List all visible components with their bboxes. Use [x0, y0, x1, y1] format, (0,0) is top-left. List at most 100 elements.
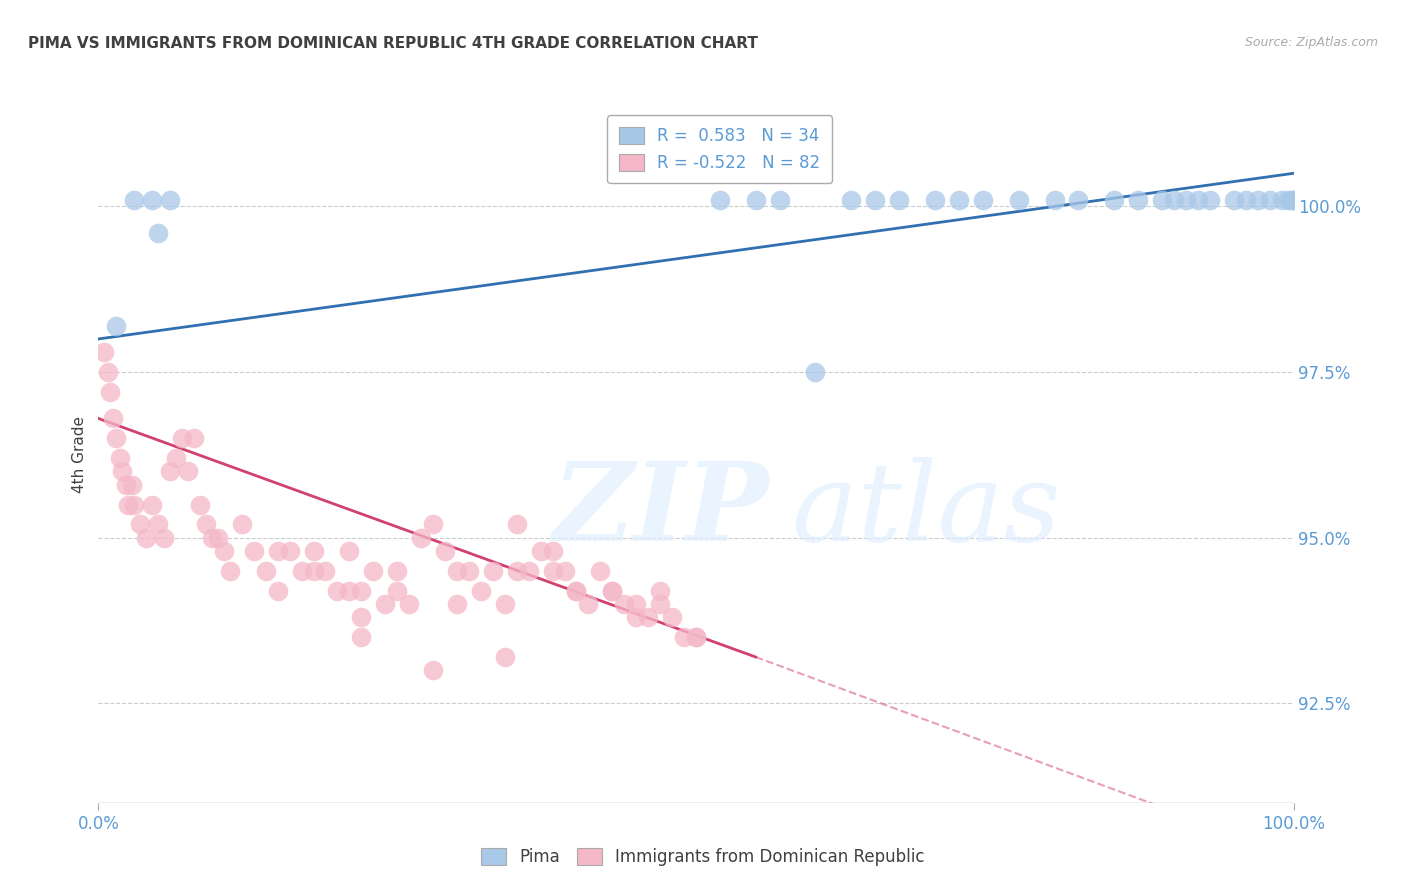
- Point: [685, 630, 707, 644]
- Point: [363, 564, 385, 578]
- Point: [374, 597, 396, 611]
- Point: [115, 477, 138, 491]
- Point: [339, 544, 361, 558]
- Point: [565, 583, 588, 598]
- Point: [517, 564, 540, 578]
- Point: [302, 544, 325, 558]
- Point: [924, 193, 946, 207]
- Legend: R =  0.583   N = 34, R = -0.522   N = 82: R = 0.583 N = 34, R = -0.522 N = 82: [607, 115, 832, 184]
- Point: [685, 630, 707, 644]
- Point: [188, 498, 211, 512]
- Point: [267, 583, 290, 598]
- Point: [172, 431, 194, 445]
- Point: [105, 431, 128, 445]
- Point: [578, 597, 600, 611]
- Point: [745, 193, 768, 207]
- Point: [422, 663, 444, 677]
- Point: [141, 193, 163, 207]
- Point: [93, 345, 115, 359]
- Point: [124, 498, 146, 512]
- Point: [613, 597, 636, 611]
- Point: [1128, 193, 1150, 207]
- Point: [650, 583, 672, 598]
- Point: [446, 597, 468, 611]
- Point: [124, 193, 146, 207]
- Point: [105, 318, 128, 333]
- Point: [972, 193, 994, 207]
- Point: [243, 544, 266, 558]
- Point: [1008, 193, 1031, 207]
- Point: [769, 193, 792, 207]
- Point: [148, 517, 170, 532]
- Point: [231, 517, 253, 532]
- Point: [565, 583, 588, 598]
- Point: [1282, 193, 1305, 207]
- Point: [541, 564, 564, 578]
- Point: [201, 531, 224, 545]
- Point: [602, 583, 624, 598]
- Point: [159, 193, 181, 207]
- Point: [602, 583, 624, 598]
- Point: [458, 564, 481, 578]
- Point: [1067, 193, 1090, 207]
- Point: [541, 544, 564, 558]
- Point: [841, 193, 863, 207]
- Y-axis label: 4th Grade: 4th Grade: [72, 417, 87, 493]
- Point: [385, 564, 409, 578]
- Point: [1223, 193, 1246, 207]
- Point: [1279, 193, 1302, 207]
- Point: [637, 610, 659, 624]
- Point: [673, 630, 696, 644]
- Point: [153, 531, 176, 545]
- Text: Source: ZipAtlas.com: Source: ZipAtlas.com: [1244, 36, 1378, 49]
- Point: [865, 193, 887, 207]
- Point: [195, 517, 218, 532]
- Point: [129, 517, 152, 532]
- Point: [212, 544, 235, 558]
- Point: [148, 226, 170, 240]
- Point: [350, 610, 373, 624]
- Point: [506, 564, 529, 578]
- Point: [1282, 193, 1305, 207]
- Point: [1187, 193, 1209, 207]
- Point: [165, 451, 187, 466]
- Point: [278, 544, 301, 558]
- Point: [219, 564, 242, 578]
- Point: [1175, 193, 1198, 207]
- Point: [315, 564, 337, 578]
- Point: [117, 498, 139, 512]
- Point: [267, 544, 290, 558]
- Text: PIMA VS IMMIGRANTS FROM DOMINICAN REPUBLIC 4TH GRADE CORRELATION CHART: PIMA VS IMMIGRANTS FROM DOMINICAN REPUBL…: [28, 36, 758, 51]
- Point: [398, 597, 420, 611]
- Legend: Pima, Immigrants from Dominican Republic: Pima, Immigrants from Dominican Republic: [472, 840, 934, 875]
- Point: [108, 451, 131, 466]
- Point: [709, 193, 731, 207]
- Point: [530, 544, 553, 558]
- Point: [1104, 193, 1126, 207]
- Point: [177, 465, 200, 479]
- Point: [889, 193, 911, 207]
- Point: [470, 583, 492, 598]
- Point: [141, 498, 163, 512]
- Point: [411, 531, 433, 545]
- Point: [650, 597, 672, 611]
- Point: [661, 610, 683, 624]
- Point: [1271, 193, 1294, 207]
- Point: [254, 564, 277, 578]
- Point: [350, 630, 373, 644]
- Point: [1199, 193, 1222, 207]
- Point: [1277, 193, 1299, 207]
- Point: [422, 517, 444, 532]
- Point: [804, 365, 827, 379]
- Text: ZIP: ZIP: [553, 457, 769, 565]
- Point: [385, 583, 409, 598]
- Point: [446, 564, 468, 578]
- Point: [350, 583, 373, 598]
- Point: [326, 583, 349, 598]
- Point: [135, 531, 157, 545]
- Point: [554, 564, 576, 578]
- Point: [159, 465, 181, 479]
- Point: [207, 531, 229, 545]
- Point: [1258, 193, 1281, 207]
- Text: atlas: atlas: [792, 457, 1062, 565]
